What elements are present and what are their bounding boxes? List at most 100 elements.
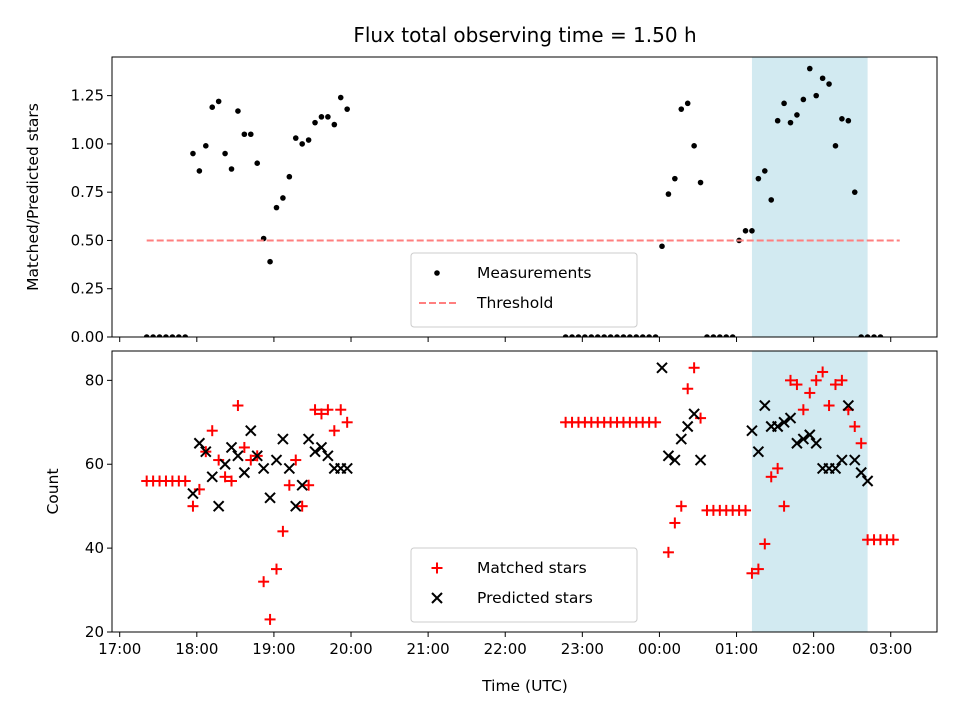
measurement-point <box>286 173 293 180</box>
predicted-point-b <box>193 437 206 449</box>
y-axis-title: Matched/Predicted stars <box>24 103 42 291</box>
predicted-point <box>791 437 803 449</box>
predicted-point-b <box>264 492 276 504</box>
predicted-point-b <box>836 454 848 466</box>
measurement-point <box>228 166 235 172</box>
measurement-point <box>864 334 871 337</box>
measurement-point <box>633 334 640 337</box>
predicted-point <box>669 454 681 466</box>
measurement-point <box>819 75 826 82</box>
predicted-point-b <box>771 420 784 433</box>
measurement-point <box>729 334 736 337</box>
matched-point <box>887 534 899 546</box>
matched-point <box>341 416 353 428</box>
matched-point <box>688 362 700 374</box>
matched-point <box>179 475 191 487</box>
measurement-point <box>254 160 261 167</box>
predicted-point-b <box>341 462 353 475</box>
measurement-point <box>877 334 884 337</box>
x-axis-title: Time (UTC) <box>481 677 568 695</box>
measurement-point <box>710 334 717 337</box>
measurement-point <box>723 334 730 337</box>
measurement-point <box>768 197 775 203</box>
predicted-point <box>681 420 694 433</box>
matched-point <box>206 425 218 437</box>
measurement-point <box>318 114 325 120</box>
matched-point <box>797 404 809 416</box>
predicted-point <box>784 412 797 424</box>
measurement-point <box>299 141 305 147</box>
predicted-point-b <box>791 437 803 449</box>
predicted-point-b <box>277 433 289 445</box>
measurement-point <box>787 119 794 126</box>
y-tick-label: 0.75 <box>71 183 104 201</box>
predicted-point <box>778 416 790 429</box>
measurement-point <box>196 168 203 174</box>
legend-label: Predicted stars <box>477 589 593 607</box>
matched-point <box>669 517 681 529</box>
measurement-point <box>742 227 749 234</box>
predicted-point <box>861 475 874 487</box>
x-tick-label: 23:00 <box>561 640 604 658</box>
predicted-point-b <box>257 462 270 475</box>
matched-point <box>740 504 752 516</box>
predicted-point-b <box>283 462 296 475</box>
predicted-point <box>251 450 263 462</box>
legend-swatch-x-b <box>431 592 443 604</box>
matched-point <box>226 475 238 487</box>
measurement-point <box>832 143 839 149</box>
measurement-point <box>672 175 678 182</box>
matched-point <box>778 500 790 512</box>
measurement-point <box>684 100 691 107</box>
x-tick-label: 18:00 <box>175 640 218 658</box>
measurement-point <box>871 334 877 337</box>
matched-point <box>849 420 861 432</box>
predicted-point <box>804 429 816 441</box>
series-0 <box>143 65 884 337</box>
matched-point <box>232 400 244 412</box>
legend-label: Measurements <box>477 264 592 282</box>
measurement-point <box>156 334 163 337</box>
y-tick-label: 40 <box>85 539 104 557</box>
measurement-point <box>235 108 241 114</box>
matched-point <box>193 483 205 495</box>
measurement-point <box>337 94 344 101</box>
matched-point <box>765 471 777 483</box>
panel-counts: 17:00 18:00 19:00 20:00 21:00 22:00 23:00 00:00… <box>44 350 938 658</box>
predicted-point-b <box>778 416 790 429</box>
predicted-point <box>232 450 244 462</box>
matched-point <box>675 500 687 512</box>
predicted-point <box>688 408 700 420</box>
measurement-point <box>762 168 768 174</box>
legend-label: Threshold <box>476 294 553 312</box>
measurement-point <box>325 114 331 120</box>
measurement-point <box>813 92 820 99</box>
legend: Matched stars Predicted stars <box>410 547 638 623</box>
predicted-point <box>219 458 231 470</box>
matched-point <box>695 412 707 424</box>
measurement-point <box>312 119 318 126</box>
y-tick-label: 0.25 <box>71 280 104 298</box>
matched-point <box>296 500 308 512</box>
measurement-point <box>858 334 864 337</box>
measurement-point <box>562 334 569 337</box>
measurement-point <box>627 334 633 337</box>
predicted-point <box>212 500 225 512</box>
matched-point <box>759 538 771 550</box>
measurement-point <box>845 117 852 124</box>
matched-point <box>213 454 225 466</box>
predicted-point <box>270 454 283 466</box>
measurement-point <box>774 117 781 124</box>
measurement-point <box>704 334 710 337</box>
matched-point <box>219 471 231 483</box>
measurement-point <box>826 81 832 87</box>
predicted-point-b <box>238 466 251 479</box>
matched-point <box>315 408 327 420</box>
measurement-point <box>569 334 575 337</box>
measurement-point <box>691 143 697 149</box>
measurement-point <box>697 179 704 186</box>
predicted-point <box>309 445 321 458</box>
predicted-point-b <box>746 424 758 437</box>
matched-point <box>187 500 199 512</box>
